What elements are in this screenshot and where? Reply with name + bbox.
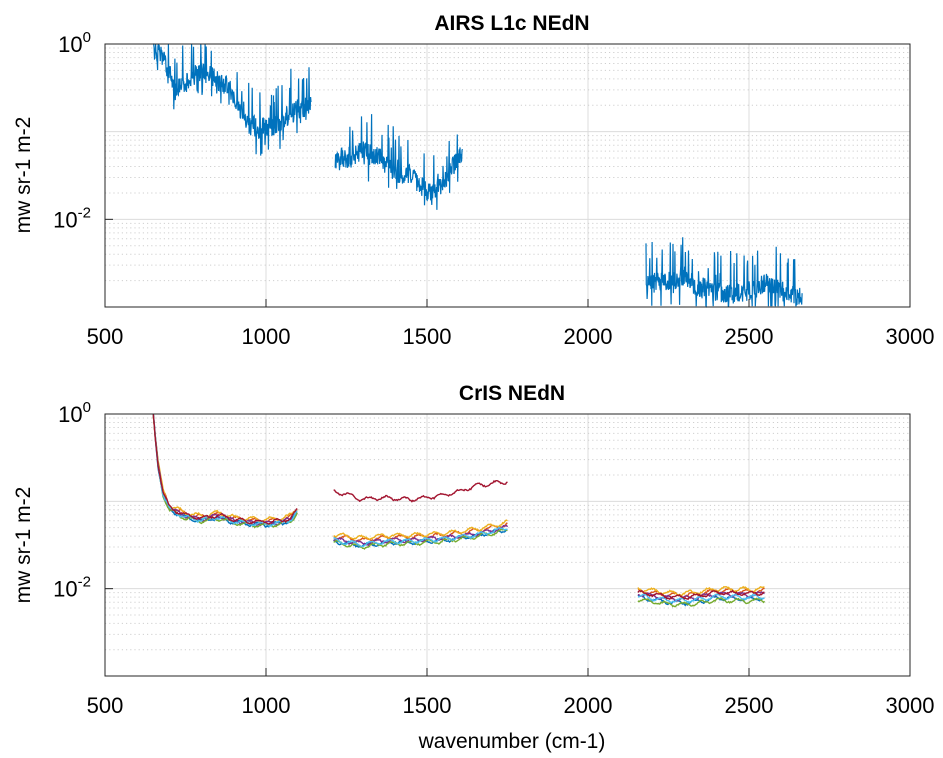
airs-x-tick-label: 3000 <box>886 324 935 349</box>
cris-x-ticks: 500 1000 1500 2000 2500 3000 <box>87 668 935 718</box>
airs-y-tick-base: 10 <box>53 207 77 232</box>
airs-x-tick-label: 1000 <box>242 324 291 349</box>
airs-x-tick-label: 2000 <box>564 324 613 349</box>
cris-series-line <box>637 593 765 604</box>
x-axis-label: wavenumber (cm-1) <box>418 730 606 753</box>
cris-y-tick-label: 100 <box>58 399 91 427</box>
airs-grid <box>105 44 910 307</box>
airs-x-tick-label: 1500 <box>403 324 452 349</box>
airs-series-line <box>334 114 463 210</box>
airs-series <box>153 43 803 308</box>
cris-plot-frame <box>104 413 911 677</box>
cris-series-line <box>637 585 765 597</box>
airs-chart-title: AIRS L1c NEdN <box>434 12 589 35</box>
cris-series-line <box>333 526 508 548</box>
cris-x-tick-label: 2000 <box>564 693 613 718</box>
airs-x-tick-label: 500 <box>87 324 124 349</box>
cris-x-tick-label: 3000 <box>886 693 935 718</box>
airs-y-axis-label: mw sr-1 m-2 <box>12 117 35 234</box>
airs-y-tick-label: 10-2 <box>53 204 91 232</box>
airs-x-tick-label: 2500 <box>725 324 774 349</box>
cris-x-tick-label: 1500 <box>403 693 452 718</box>
airs-x-ticks: 500 1000 1500 2000 2500 3000 <box>87 299 935 349</box>
cris-x-tick-label: 1000 <box>242 693 291 718</box>
cris-y-tick-base: 10 <box>58 402 82 427</box>
cris-chart: CrIS NEdN 500 1000 1500 2000 2500 3000 10010-… <box>12 382 934 718</box>
airs-chart: AIRS L1c NEdN 500 1000 1500 2000 2500 3000 10… <box>12 12 934 349</box>
cris-grid <box>105 414 910 676</box>
cris-y-tick-exponent: -2 <box>78 574 91 591</box>
cris-x-tick-label: 500 <box>87 693 124 718</box>
airs-series-line <box>153 43 312 156</box>
cris-series <box>152 413 766 608</box>
airs-plot-frame <box>104 43 911 308</box>
cris-y-tick-exponent: 0 <box>83 399 91 416</box>
airs-y-tick-exponent: -2 <box>78 204 91 221</box>
cris-series-line <box>333 479 508 503</box>
cris-series-line <box>637 589 765 601</box>
cris-series-line <box>333 519 508 541</box>
cris-plot-area <box>104 413 911 677</box>
cris-series-line <box>333 528 508 550</box>
airs-y-tick-base: 10 <box>58 32 82 57</box>
cris-y-tick-label: 10-2 <box>53 574 91 602</box>
cris-x-tick-label: 2500 <box>725 693 774 718</box>
cris-y-axis-label: mw sr-1 m-2 <box>12 487 35 604</box>
airs-series-line <box>645 237 803 308</box>
cris-series-line <box>152 413 298 525</box>
cris-series-line <box>637 596 766 608</box>
airs-y-tick-exponent: 0 <box>83 29 91 46</box>
cris-chart-title: CrIS NEdN <box>459 382 565 405</box>
airs-y-tick-label: 100 <box>58 29 91 57</box>
cris-y-tick-base: 10 <box>53 577 77 602</box>
